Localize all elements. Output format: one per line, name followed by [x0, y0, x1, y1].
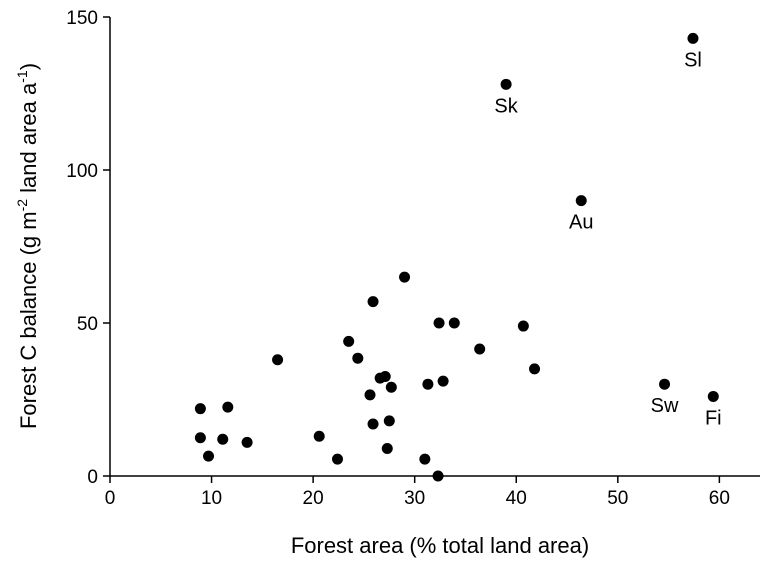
- axes: 0 10 20 30 40 50 60 0 50 100 150: [66, 8, 760, 509]
- data-point: [500, 78, 512, 90]
- data-point: [203, 450, 215, 462]
- point-label: Sl: [684, 49, 702, 71]
- data-point: [364, 389, 376, 401]
- point-label: Au: [569, 212, 593, 234]
- data-point: [399, 271, 411, 283]
- data-point: [437, 375, 449, 387]
- data-point: [367, 296, 379, 308]
- x-axis-title: Forest area (% total land area): [291, 533, 589, 558]
- data-point: [217, 433, 229, 445]
- x-tick-label: 10: [201, 488, 222, 509]
- y-tick-label: 100: [66, 161, 98, 182]
- x-tick-label: 30: [404, 488, 425, 509]
- data-point: [194, 403, 206, 415]
- data-point: [332, 453, 343, 465]
- data-point: [474, 343, 486, 355]
- data-point: [367, 418, 379, 430]
- data-point: [379, 371, 391, 383]
- x-tick-label: 0: [105, 488, 116, 509]
- data-point: [352, 352, 364, 364]
- data-point: [222, 401, 234, 413]
- data-point: [659, 378, 671, 390]
- data-point: [575, 195, 587, 207]
- y-tick-label: 50: [77, 314, 98, 335]
- y-axis-title: Forest C balance (g m-2 land area a-1): [14, 63, 41, 429]
- x-tick-label: 50: [607, 488, 628, 509]
- data-point: [272, 354, 284, 366]
- data-point: [432, 470, 444, 482]
- data-point: [529, 363, 541, 375]
- data-point: [194, 432, 206, 444]
- point-label: Sk: [494, 95, 518, 117]
- data-point: [343, 335, 355, 347]
- data-point: [707, 390, 719, 402]
- x-tick-label: 20: [303, 488, 324, 509]
- point-labels: Sk Au Sw Sl Fi: [494, 49, 721, 429]
- x-tick-label: 40: [506, 488, 527, 509]
- y-tick-label: 150: [66, 8, 98, 29]
- x-tick-label: 60: [709, 488, 730, 509]
- y-tick-label: 0: [87, 467, 98, 488]
- data-point: [448, 317, 460, 329]
- data-point: [385, 381, 397, 393]
- data-point: [381, 442, 393, 454]
- point-label: Fi: [705, 407, 722, 429]
- data-point: [313, 430, 325, 442]
- data-point: [687, 32, 699, 44]
- data-points: [194, 32, 719, 482]
- data-point: [241, 436, 253, 448]
- data-point: [383, 415, 395, 427]
- point-label: Sw: [651, 395, 679, 417]
- data-point: [419, 453, 431, 465]
- data-point: [433, 317, 445, 329]
- data-point: [517, 320, 529, 332]
- data-point: [422, 378, 434, 390]
